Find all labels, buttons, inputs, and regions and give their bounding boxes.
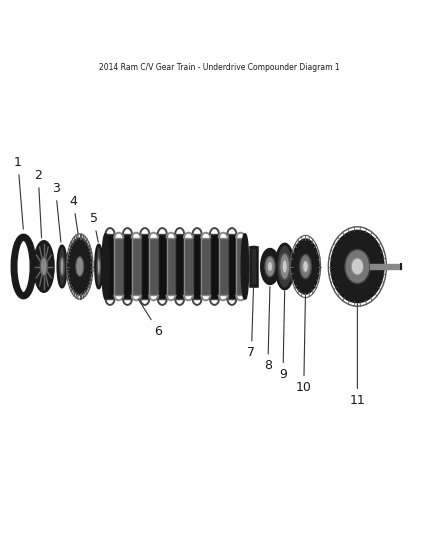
Ellipse shape bbox=[250, 285, 257, 287]
Ellipse shape bbox=[58, 246, 66, 287]
Ellipse shape bbox=[332, 231, 383, 302]
Ellipse shape bbox=[345, 249, 370, 284]
Polygon shape bbox=[114, 238, 123, 295]
Text: 3: 3 bbox=[52, 182, 61, 242]
Ellipse shape bbox=[97, 258, 100, 275]
Ellipse shape bbox=[293, 240, 318, 293]
Ellipse shape bbox=[268, 261, 272, 272]
Polygon shape bbox=[227, 235, 236, 298]
Ellipse shape bbox=[68, 239, 91, 294]
Text: 6: 6 bbox=[138, 299, 162, 338]
Text: 2014 Ram C/V Gear Train - Underdrive Compounder Diagram 1: 2014 Ram C/V Gear Train - Underdrive Com… bbox=[99, 63, 339, 72]
Ellipse shape bbox=[303, 261, 308, 272]
Polygon shape bbox=[193, 235, 201, 298]
Ellipse shape bbox=[261, 249, 279, 284]
Ellipse shape bbox=[276, 244, 293, 289]
Polygon shape bbox=[106, 235, 114, 298]
Polygon shape bbox=[175, 235, 184, 298]
Polygon shape bbox=[201, 238, 210, 295]
Ellipse shape bbox=[76, 257, 84, 276]
Text: 1: 1 bbox=[14, 156, 23, 229]
Polygon shape bbox=[141, 235, 149, 298]
Ellipse shape bbox=[40, 257, 47, 276]
Polygon shape bbox=[236, 238, 245, 295]
Ellipse shape bbox=[282, 260, 287, 273]
Polygon shape bbox=[219, 238, 227, 295]
Polygon shape bbox=[184, 238, 193, 295]
Ellipse shape bbox=[250, 246, 257, 248]
Polygon shape bbox=[123, 235, 132, 298]
Ellipse shape bbox=[34, 241, 53, 292]
Text: 4: 4 bbox=[69, 195, 78, 233]
Ellipse shape bbox=[95, 245, 102, 288]
Text: 11: 11 bbox=[350, 304, 365, 407]
Polygon shape bbox=[149, 238, 158, 295]
Text: 8: 8 bbox=[264, 287, 272, 373]
Text: 2: 2 bbox=[34, 169, 42, 238]
Ellipse shape bbox=[351, 258, 364, 275]
Polygon shape bbox=[158, 235, 166, 298]
Text: 5: 5 bbox=[90, 213, 98, 242]
Text: 9: 9 bbox=[279, 291, 287, 381]
Ellipse shape bbox=[280, 254, 290, 279]
Ellipse shape bbox=[265, 256, 275, 277]
Polygon shape bbox=[166, 238, 175, 295]
Polygon shape bbox=[210, 235, 219, 298]
Polygon shape bbox=[250, 247, 257, 286]
Ellipse shape bbox=[300, 254, 311, 279]
Text: 7: 7 bbox=[247, 287, 255, 359]
Text: 10: 10 bbox=[296, 295, 312, 394]
Ellipse shape bbox=[60, 257, 64, 276]
Ellipse shape bbox=[242, 235, 248, 298]
Polygon shape bbox=[132, 238, 141, 295]
Ellipse shape bbox=[102, 235, 109, 298]
